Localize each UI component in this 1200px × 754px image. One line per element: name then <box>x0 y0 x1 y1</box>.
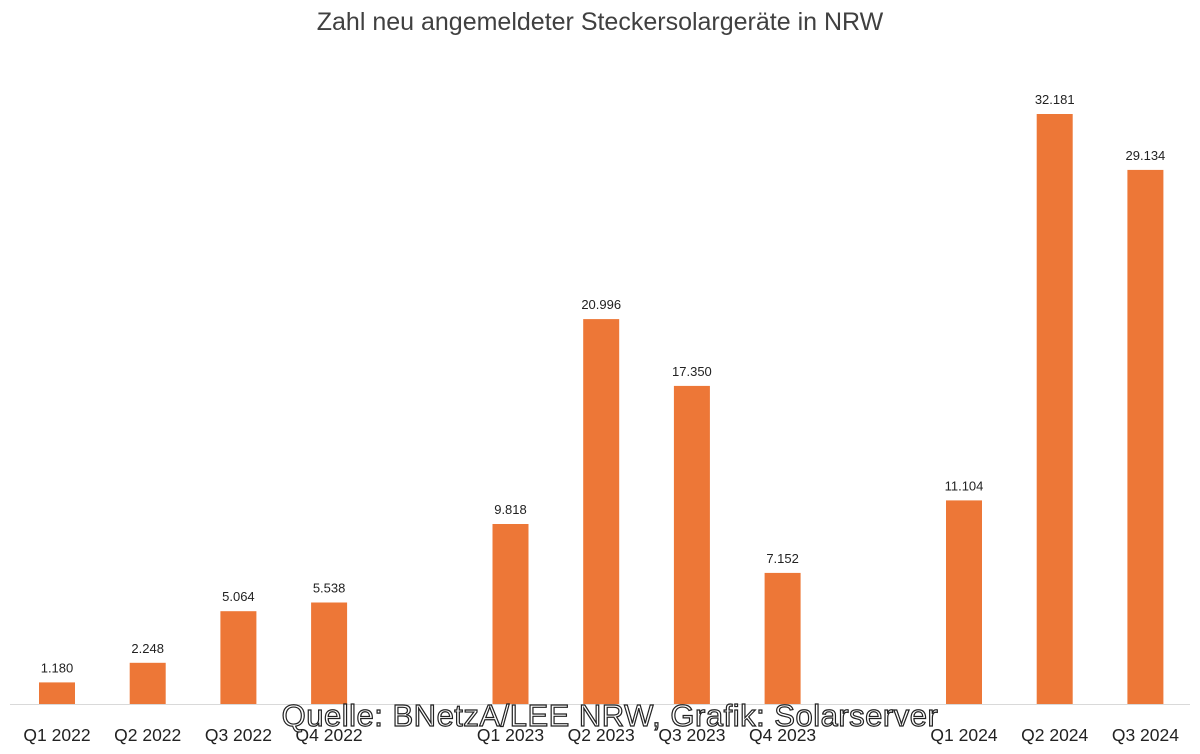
data-label: 17.350 <box>672 364 712 379</box>
data-label: 9.818 <box>494 502 527 517</box>
x-tick-label: Q4 2022 <box>296 725 363 745</box>
x-tick-label: Q3 2022 <box>205 725 272 745</box>
bar <box>39 682 75 704</box>
source-watermark: Quelle: BNetzA/LEE NRW, Grafik: Solarser… <box>281 697 939 733</box>
data-label: 29.134 <box>1126 148 1166 163</box>
data-label: 2.248 <box>131 641 164 656</box>
x-tick-label: Q3 2023 <box>658 725 725 745</box>
bar <box>946 500 982 704</box>
bar <box>764 572 801 704</box>
x-tick-label: Q2 2024 <box>1021 725 1088 745</box>
bar <box>673 385 710 704</box>
x-tick-label: Q2 2023 <box>568 725 635 745</box>
data-label: 7.152 <box>766 551 799 566</box>
data-label: 5.538 <box>313 581 346 596</box>
bar <box>220 611 257 704</box>
bar <box>129 662 166 704</box>
x-tick-label: Q3 2024 <box>1112 725 1179 745</box>
data-label: 1.180 <box>41 660 74 675</box>
chart-title: Zahl neu angemeldeter Steckersolargeräte… <box>316 8 884 36</box>
data-label: 32.181 <box>1035 92 1075 107</box>
bar <box>1127 169 1164 704</box>
x-tick-label: Q1 2023 <box>477 725 544 745</box>
bar <box>311 602 348 704</box>
x-tick-label: Q1 2024 <box>930 725 997 745</box>
x-tick-label: Q4 2023 <box>749 725 816 745</box>
data-label: 11.104 <box>945 478 984 493</box>
data-label: 20.996 <box>581 297 621 312</box>
bar <box>1036 114 1073 704</box>
bar <box>492 524 529 704</box>
x-tick-label: Q2 2022 <box>114 725 181 745</box>
data-label: 5.064 <box>222 589 255 604</box>
x-tick-label: Q1 2022 <box>23 725 90 745</box>
bar <box>583 319 620 704</box>
